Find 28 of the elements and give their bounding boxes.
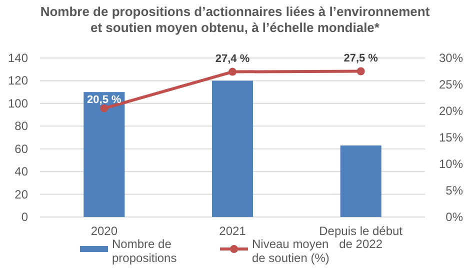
data-label: 20,5 % [87, 94, 122, 106]
legend-label: Niveau moyen de soutien (%) [252, 237, 330, 265]
bar [84, 92, 125, 217]
y2-tick-label: 15% [438, 130, 464, 144]
x-tick-label: 2020 [90, 224, 118, 238]
y-tick-label: 0 [21, 210, 28, 224]
y2-tick-label: 20% [438, 104, 464, 118]
y-tick-label: 100 [8, 96, 28, 110]
y2-tick-label: 10% [438, 157, 464, 171]
y-tick-label: 20 [14, 187, 28, 202]
x-tick-label: 2021 [219, 224, 246, 238]
y2-tick-label: 0% [446, 210, 464, 224]
y2-tick-label: 30% [438, 51, 464, 65]
chart-title: Nombre de propositions d’actionnaires liées à l’environnement et soutien moyen obtenu, à l’échelle mondiale* [40, 4, 430, 35]
y-tick-label: 140 [8, 51, 28, 65]
y-tick-label: 80 [14, 119, 28, 134]
bar [340, 145, 382, 217]
y2-tick-label: 5% [446, 184, 464, 198]
y-tick-label: 40 [14, 164, 28, 179]
point [356, 67, 365, 76]
data-label: 27,4 % [215, 52, 250, 65]
point [228, 68, 236, 76]
y-tick-label: 120 [8, 74, 28, 88]
y-tick-label: 60 [14, 142, 28, 156]
y2-tick-label: 25% [438, 78, 464, 92]
bar [212, 80, 254, 217]
legend-label: Nombre de propositions [112, 237, 177, 265]
data-label: 27,5 % [344, 52, 378, 64]
